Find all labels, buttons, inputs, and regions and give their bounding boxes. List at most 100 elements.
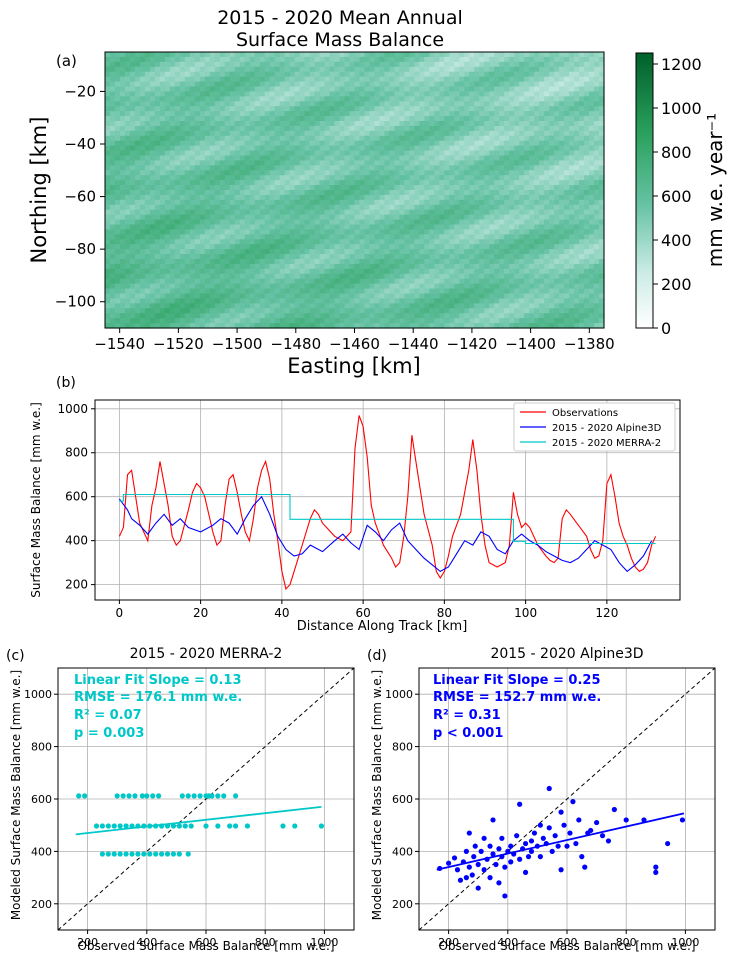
heatmap-cell (524, 249, 530, 255)
heatmap-cell (114, 165, 121, 171)
heatmap-cell (309, 96, 316, 102)
heatmap-cell (119, 204, 126, 211)
heatmap-cell (199, 278, 206, 285)
heatmap-cell (454, 135, 460, 142)
heatmap-cell (314, 199, 321, 206)
heatmap-cell (369, 140, 376, 147)
heatmap-cell (334, 160, 341, 166)
heatmap-cell (274, 56, 281, 63)
heatmap-cell (224, 190, 231, 196)
heatmap-cell (204, 293, 211, 300)
heatmap-cell (184, 140, 191, 147)
heatmap-cell (434, 234, 440, 240)
heatmap-cell (394, 259, 401, 265)
heatmap-cell (204, 214, 211, 221)
heatmap-cell (459, 121, 465, 127)
heatmap-cell (599, 190, 605, 196)
heatmap-cell (339, 239, 346, 245)
heatmap-cell (264, 204, 271, 211)
heatmap-cell (154, 52, 161, 58)
heatmap-cell (454, 209, 460, 216)
heatmap-cell (224, 194, 231, 201)
heatmap-cell (439, 111, 445, 117)
heatmap-cell (404, 96, 410, 102)
heatmap-cell (539, 229, 545, 235)
heatmap-cell (514, 190, 520, 196)
heatmap-cell (519, 135, 525, 142)
heatmap-cell (219, 273, 226, 280)
heatmap-cell (534, 180, 540, 186)
heatmap-cell (149, 76, 156, 83)
heatmap-cell (344, 204, 351, 211)
heatmap-cell (204, 145, 211, 152)
heatmap-cell (269, 165, 276, 171)
heatmap-cell (164, 170, 171, 176)
heatmap-cell (314, 121, 321, 127)
heatmap-cell (479, 204, 485, 211)
heatmap-cell (574, 116, 580, 122)
heatmap-cell (304, 273, 311, 280)
heatmap-cell (509, 91, 515, 97)
heatmap-cell (349, 130, 356, 137)
heatmap-cell (129, 145, 136, 152)
heatmap-cell (224, 96, 231, 102)
heatmap-cell (389, 66, 396, 73)
heatmap-cell (154, 204, 161, 211)
heatmap-cell (284, 76, 291, 83)
heatmap-cell (389, 101, 396, 107)
heatmap-cell (459, 254, 465, 260)
heatmap-cell (444, 116, 450, 122)
heatmap-cell (154, 145, 161, 152)
heatmap-cell (134, 293, 141, 300)
heatmap-cell (329, 185, 336, 191)
heatmap-cell (204, 244, 211, 250)
heatmap-cell (544, 150, 550, 157)
heatmap-cell (584, 273, 590, 280)
heatmap-cell (384, 224, 391, 231)
heatmap-cell (399, 81, 405, 88)
heatmap-cell (154, 116, 161, 122)
heatmap-cell (324, 180, 331, 186)
heatmap-cell (189, 259, 196, 265)
heatmap-cell (219, 209, 226, 216)
heatmap-cell (184, 145, 191, 152)
heatmap-cell (364, 101, 371, 107)
heatmap-cell (269, 96, 276, 102)
heatmap-cell (189, 56, 196, 63)
heatmap-cell (199, 81, 206, 88)
heatmap-cell (414, 106, 420, 112)
heatmap-cell (469, 86, 475, 93)
heatmap-cell (304, 170, 311, 176)
heatmap-cell (439, 81, 445, 88)
heatmap-cell (434, 185, 440, 191)
heatmap-cell (324, 81, 331, 88)
heatmap-cell (399, 140, 405, 147)
heatmap-cell (394, 204, 401, 211)
heatmap-cell (269, 106, 276, 112)
heatmap-cell (194, 214, 201, 221)
heatmap-cell (374, 145, 381, 152)
heatmap-cell (439, 273, 445, 280)
heatmap-cell (449, 199, 455, 206)
heatmap-cell (529, 234, 535, 240)
heatmap-cell (564, 259, 570, 265)
heatmap-cell (599, 204, 605, 211)
heatmap-cell (394, 135, 401, 142)
heatmap-cell (184, 283, 191, 290)
heatmap-cell (194, 121, 201, 127)
heatmap-cell (319, 194, 326, 201)
heatmap-cell (349, 204, 356, 211)
heatmap-cell (304, 121, 311, 127)
heatmap-cell (574, 160, 580, 166)
heatmap-cell (289, 278, 296, 285)
heatmap-cell (424, 175, 430, 181)
heatmap-cell (304, 204, 311, 211)
heatmap-cell (439, 268, 445, 275)
heatmap-cell (309, 170, 316, 176)
heatmap-cell (399, 254, 405, 260)
heatmap-cell (429, 288, 435, 295)
heatmap-cell (574, 244, 580, 250)
heatmap-cell (214, 268, 221, 275)
heatmap-cell (254, 224, 261, 231)
heatmap-cell (159, 145, 166, 152)
